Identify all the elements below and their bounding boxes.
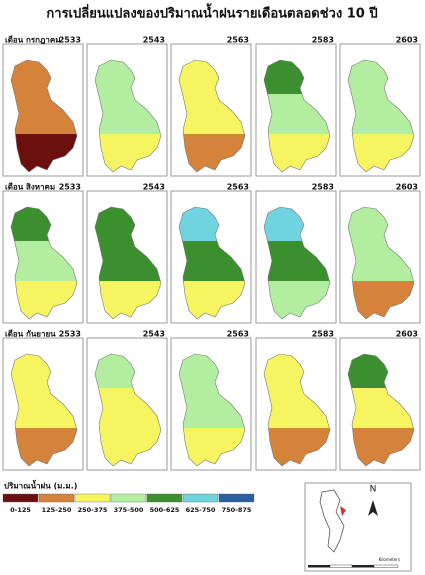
legend-swatch — [146, 493, 183, 503]
map-panel — [339, 43, 421, 177]
map-panel — [86, 190, 168, 324]
map-panel — [2, 190, 84, 324]
province-outline — [347, 206, 415, 320]
map-panel — [170, 190, 252, 324]
row-label: เดือน กรกฎาคม — [5, 35, 60, 45]
row-label: เดือน กันยายน — [5, 329, 56, 339]
year-label: 2533 — [59, 183, 81, 192]
legend-label: 500-625 — [150, 506, 180, 514]
year-label: 2533 — [59, 36, 81, 45]
row-label: เดือน สิงหาคม — [5, 182, 55, 192]
scale-label: Kilometers — [379, 557, 400, 562]
map-panel — [255, 43, 337, 177]
legend-label: 125-250 — [42, 506, 72, 514]
legend-label: 625-750 — [186, 506, 216, 514]
map-panel — [255, 190, 337, 324]
year-label: 2543 — [143, 330, 165, 339]
province-map — [263, 59, 331, 173]
map-panel — [339, 190, 421, 324]
north-box: N Kilometers — [304, 482, 412, 572]
legend-swatch — [2, 493, 39, 503]
province-outline — [347, 353, 415, 467]
province-outline — [10, 59, 78, 173]
legend-label: 0-125 — [10, 506, 31, 514]
province-outline — [10, 206, 78, 320]
legend-swatch — [218, 493, 255, 503]
legend-swatch — [182, 493, 219, 503]
year-label: 2543 — [143, 183, 165, 192]
map-panel — [170, 337, 252, 471]
year-label: 2543 — [143, 36, 165, 45]
year-label: 2563 — [227, 36, 249, 45]
map-panel — [170, 43, 252, 177]
year-label: 2583 — [312, 183, 334, 192]
year-label: 2603 — [396, 330, 418, 339]
province-outline — [263, 353, 331, 467]
map-panel — [86, 337, 168, 471]
legend-swatch — [110, 493, 147, 503]
province-outline — [94, 59, 162, 173]
year-label: 2533 — [59, 330, 81, 339]
map-panel — [2, 337, 84, 471]
province-outline — [347, 59, 415, 173]
year-label: 2563 — [227, 183, 249, 192]
year-label: 2563 — [227, 330, 249, 339]
year-label: 2603 — [396, 36, 418, 45]
legend-title: ปริมาณน้ำฝน (ม.ม.) — [4, 480, 77, 491]
title: การเปลี่ยนแปลงของปริมาณน้ำฝนรายเดือนตลอด… — [46, 3, 377, 22]
province-outline — [94, 206, 162, 320]
legend-label: 375-500 — [114, 506, 144, 514]
legend-label: 750-875 — [222, 506, 252, 514]
year-label: 2583 — [312, 330, 334, 339]
province-outline — [263, 59, 331, 173]
map-panel — [2, 43, 84, 177]
province-outline — [178, 206, 246, 320]
year-label: 2603 — [396, 183, 418, 192]
north-label: N — [370, 485, 377, 495]
province-outline — [94, 353, 162, 467]
map-panel — [339, 337, 421, 471]
legend-swatch — [38, 493, 75, 503]
province-outline — [178, 353, 246, 467]
legend-swatch — [74, 493, 111, 503]
province-outline — [178, 59, 246, 173]
map-panel — [86, 43, 168, 177]
province-outline — [10, 353, 78, 467]
year-label: 2583 — [312, 36, 334, 45]
legend-label: 250-375 — [78, 506, 108, 514]
province-outline — [263, 206, 331, 320]
map-panel — [255, 337, 337, 471]
